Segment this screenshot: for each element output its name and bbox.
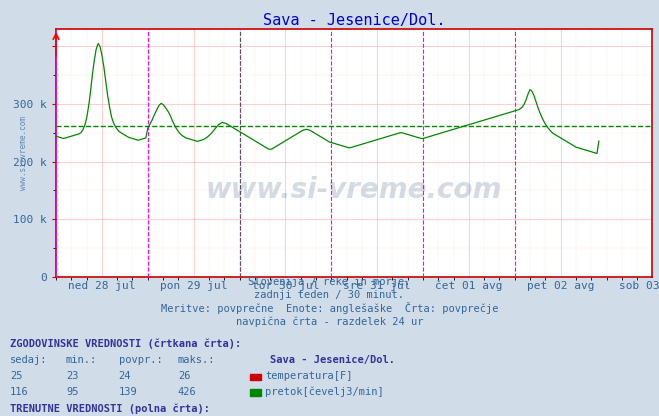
Title: Sava - Jesenice/Dol.: Sava - Jesenice/Dol. — [263, 13, 445, 28]
Text: 95: 95 — [66, 387, 78, 397]
Text: min.:: min.: — [66, 355, 97, 365]
Text: ZGODOVINSKE VREDNOSTI (črtkana črta):: ZGODOVINSKE VREDNOSTI (črtkana črta): — [10, 339, 241, 349]
Text: navpična črta - razdelek 24 ur: navpična črta - razdelek 24 ur — [236, 317, 423, 327]
Text: www.si-vreme.com: www.si-vreme.com — [18, 116, 28, 190]
Text: Sava - Jesenice/Dol.: Sava - Jesenice/Dol. — [270, 355, 395, 365]
Text: 116: 116 — [10, 387, 28, 397]
Text: Meritve: povprečne  Enote: anglešaške  Črta: povprečje: Meritve: povprečne Enote: anglešaške Črt… — [161, 302, 498, 314]
Text: Slovenija / reke in morje.: Slovenija / reke in morje. — [248, 277, 411, 287]
Text: 26: 26 — [178, 371, 190, 381]
Text: TRENUTNE VREDNOSTI (polna črta):: TRENUTNE VREDNOSTI (polna črta): — [10, 404, 210, 414]
Text: 25: 25 — [10, 371, 22, 381]
Text: temperatura[F]: temperatura[F] — [265, 371, 353, 381]
Text: www.si-vreme.com: www.si-vreme.com — [206, 176, 502, 204]
Text: zadnji teden / 30 minut.: zadnji teden / 30 minut. — [254, 290, 405, 300]
Text: sedaj:: sedaj: — [10, 355, 47, 365]
Text: 139: 139 — [119, 387, 137, 397]
Text: 23: 23 — [66, 371, 78, 381]
Text: 426: 426 — [178, 387, 196, 397]
Text: pretok[čevelj3/min]: pretok[čevelj3/min] — [265, 386, 384, 397]
Text: maks.:: maks.: — [178, 355, 215, 365]
Text: 24: 24 — [119, 371, 131, 381]
Text: povpr.:: povpr.: — [119, 355, 162, 365]
